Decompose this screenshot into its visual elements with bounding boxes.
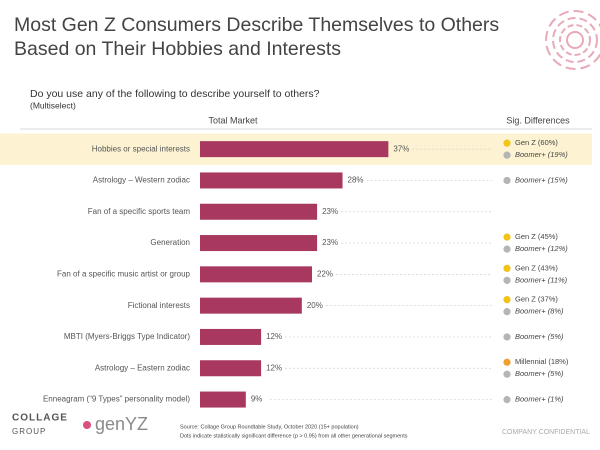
sig-label: Boomer+ (5%) — [515, 369, 564, 378]
value-label: 22% — [317, 269, 333, 278]
brand-dot — [83, 421, 91, 429]
bar — [200, 172, 343, 189]
bar — [200, 328, 262, 345]
sig-dot — [503, 151, 511, 159]
bar — [200, 360, 262, 377]
brand: COLLAGE — [12, 413, 68, 424]
sig-label: Millennial (18%) — [515, 357, 569, 366]
sig-label: Boomer+ (19%) — [515, 150, 568, 159]
title-line: Most Gen Z Consumers Describe Themselves… — [14, 14, 499, 36]
sig-dot — [503, 358, 511, 366]
decor-circles — [545, 10, 600, 70]
sig-dot — [503, 308, 511, 316]
bar — [200, 235, 318, 252]
bar — [200, 391, 246, 408]
brand: GROUP — [12, 427, 46, 436]
sig-label: Gen Z (60%) — [515, 138, 558, 147]
bar — [200, 297, 302, 314]
sig-label: Boomer+ (1%) — [515, 395, 564, 404]
plot: Hobbies or special interests 37% Gen Z (60… — [0, 133, 592, 408]
category-label: Fictional interests — [128, 301, 190, 310]
value-label: 23% — [322, 207, 338, 216]
subtitle: Do you use any of the following to descr… — [30, 88, 320, 100]
value-label: 23% — [322, 238, 338, 247]
category-label: Generation — [150, 238, 190, 247]
sig-dot — [503, 139, 511, 147]
sig-label: Gen Z (43%) — [515, 263, 558, 272]
value-label: 20% — [307, 301, 323, 310]
sig-dot — [503, 245, 511, 253]
sig-header: Sig. Differences — [506, 115, 570, 125]
category-label: Fan of a specific sports team — [88, 207, 191, 216]
sig-label: Gen Z (45%) — [515, 232, 558, 241]
sig-label: Boomer+ (15%) — [515, 175, 568, 184]
value-label: 12% — [266, 332, 282, 341]
value-header: Total Market — [208, 115, 258, 125]
sig-dot — [503, 395, 511, 404]
category-label: Enneagram (“9 Types” personality model) — [43, 395, 190, 404]
confidential: COMPANY CONFIDENTIAL — [502, 429, 590, 436]
bar — [200, 266, 312, 283]
product: genYZ — [95, 414, 148, 434]
sig-dot — [503, 370, 511, 378]
bar — [200, 141, 389, 158]
sig-dot — [503, 233, 511, 241]
sig-dot — [503, 276, 511, 284]
value-label: 12% — [266, 363, 282, 372]
category-label: Hobbies or special interests — [92, 144, 190, 153]
sig-dot — [503, 333, 511, 341]
sig-label: Boomer+ (12%) — [515, 244, 568, 253]
value-label: 28% — [348, 176, 364, 185]
source: Source: Collage Group Roundtable Study, … — [180, 424, 359, 430]
sig-label: Boomer+ (8%) — [515, 307, 564, 316]
sig-label: Boomer+ (11%) — [515, 275, 568, 284]
category-label: Fan of a specific music artist or group — [57, 269, 190, 278]
note: (Multiselect) — [30, 100, 76, 110]
bar — [200, 203, 318, 220]
source: Dots indicate statistically significant … — [180, 433, 408, 439]
value-label: 37% — [393, 144, 409, 153]
sig-dot — [503, 296, 511, 304]
category-label: Astrology – Eastern zodiac — [95, 363, 190, 372]
value-label: 9% — [251, 395, 263, 404]
title-line: Based on Their Hobbies and Interests — [14, 38, 341, 60]
category-label: Astrology – Western zodiac — [93, 176, 190, 185]
sig-label: Boomer+ (5%) — [515, 332, 564, 341]
sig-label: Gen Z (37%) — [515, 295, 558, 304]
sig-dot — [503, 176, 511, 185]
sig-dot — [503, 264, 511, 272]
category-label: MBTI (Myers-Briggs Type Indicator) — [64, 332, 190, 341]
